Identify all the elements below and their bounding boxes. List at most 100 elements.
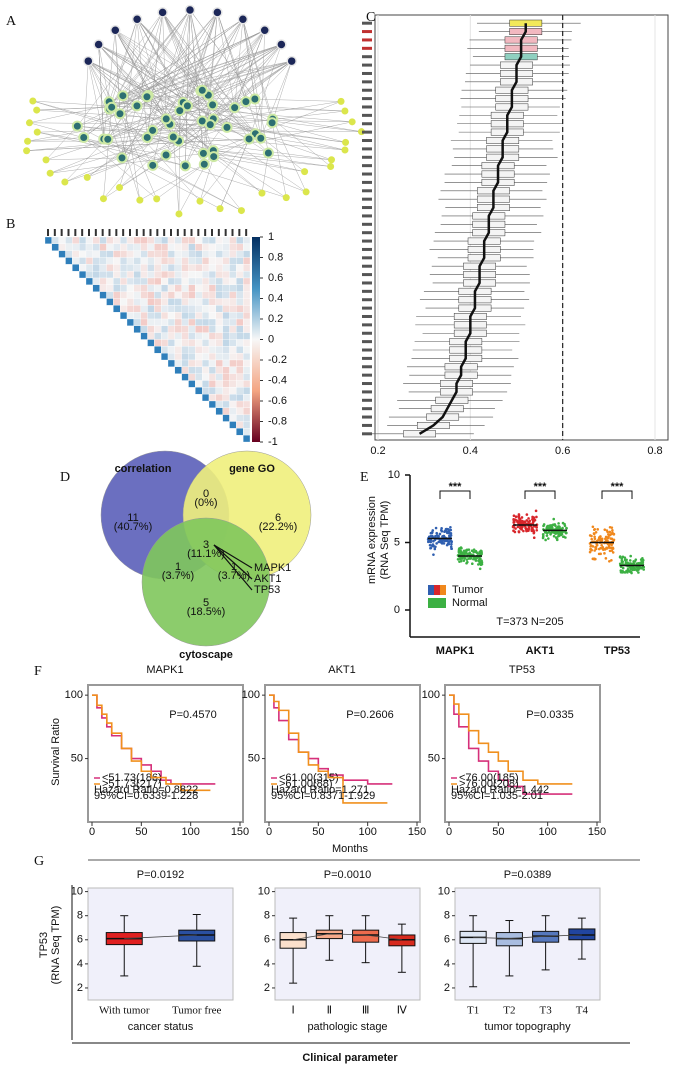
heatmap-cell [215,264,223,272]
network-edge [119,9,191,114]
row-label-stub [362,222,372,226]
network-edge [108,19,138,102]
heatmap-cell [113,264,121,272]
x-tick-label: T1 [467,1005,479,1017]
heatmap-cell [229,318,237,326]
heatmap-cell [188,284,196,292]
jitter-dot [448,534,451,538]
hazard-note: Hazard Ratio=0.8822 [94,784,198,796]
jitter-dot [457,547,461,551]
jitter-dot [589,545,592,548]
jitter-dot [471,562,474,566]
jitter-dot [564,536,567,539]
plot-title: MAPK1 [146,664,183,676]
x-tick-label: 100 [181,826,199,838]
heatmap-cell [195,250,203,258]
heatmap-cell [161,250,169,258]
colorbar-tick-label: 0.4 [268,292,283,304]
heatmap-cell [174,298,182,306]
heatmap-cell [154,318,162,326]
heatmap-cell [222,359,230,367]
row-label-stub [362,105,372,109]
heatmap-cell [65,257,73,265]
row-label-stub [362,147,372,151]
network-edge [202,19,244,91]
group-label: pathologic stage [307,1021,387,1033]
network-node [266,117,278,129]
network-leaf [237,207,245,215]
network-node [106,101,118,113]
heatmap-cell [140,298,148,306]
network-edge [271,122,287,198]
heatmap-cell [243,318,251,326]
heatmap-cell [140,250,148,258]
region-percent: (18.5%) [187,606,226,618]
network-edge [37,131,186,167]
jitter-dot [465,558,469,561]
heatmap-cell [147,284,155,292]
network-edge [217,12,247,102]
row-label-stub [362,214,372,218]
hazard-note: 95%CI=1.035-2.01 [451,790,543,802]
network-leaf [99,195,107,203]
significance-label: *** [611,481,625,493]
heatmap-cell [229,414,237,422]
y-axis-label: (RNA Seq TPM) [50,906,62,985]
group-label: tumor topography [484,1021,571,1033]
heatmap-cell [174,257,182,265]
heatmap-cell [195,284,203,292]
heatmap-cell [120,250,128,258]
x-tick-label: 100 [358,826,376,838]
hazard-note: Hazard Ratio=1.271 [271,784,369,796]
jitter-dot [555,538,559,542]
row-label-stub [362,97,372,101]
heatmap-cell [243,257,251,265]
network-edge [182,12,218,103]
heatmap-cell [229,359,237,367]
heatmap-cell [120,257,128,265]
jitter-dot [479,563,483,567]
heatmap-cell [167,298,175,306]
network-edge [199,138,250,202]
heatmap-cell [222,318,230,326]
network-edge [122,95,342,102]
network-leaf [302,188,310,196]
heatmap-cell [113,257,121,265]
jitter-dot [638,566,642,570]
x-tick-label: T3 [540,1005,553,1017]
heatmap-cell [133,264,141,272]
heatmap-cell [236,359,244,367]
heatmap-cell [243,373,251,381]
y-tick-label: 10 [438,886,450,898]
heatmap-cell [208,325,216,333]
heatmap-cell [208,346,216,354]
network-edge [109,44,282,110]
jitter-dot [465,552,468,555]
legend-label: >76.00(208) [459,778,519,790]
jitter-dot [462,549,466,553]
network-leaf [25,119,33,127]
network-node [243,133,255,145]
jitter-dot [552,534,556,538]
heatmap-cell [222,353,230,361]
jitter-dot [561,521,565,525]
heatmap-cell [243,291,251,299]
heatmap-cell [236,284,244,292]
heatmap-cell [215,250,223,258]
jitter-dot [527,517,530,520]
jitter-dot [553,523,557,526]
y-tick-label: 100 [242,689,260,701]
jitter-dot [641,559,644,562]
network-node [197,147,209,159]
network-edge [119,136,174,188]
network-hub [259,24,270,36]
heatmap-cell [161,271,169,279]
y-axis-label: (RNA Seq TPM) [379,501,391,580]
network-hub [237,14,249,25]
jitter-dot [459,559,463,563]
heatmap-cell [215,305,223,313]
heatmap-cell [208,387,216,395]
network-leaf [33,106,41,114]
heatmap-cell [58,250,66,258]
network-edge [162,12,209,96]
